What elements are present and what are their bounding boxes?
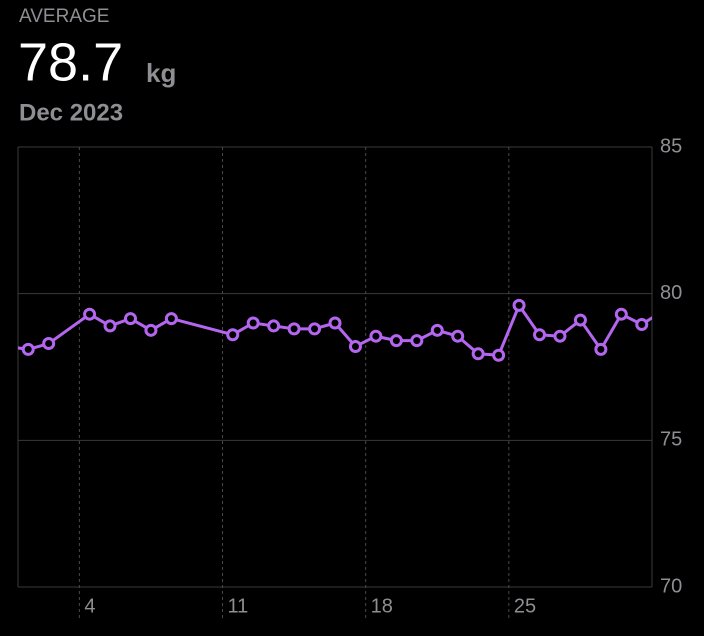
data-point xyxy=(451,329,465,343)
data-point xyxy=(103,319,117,333)
data-point xyxy=(21,342,35,356)
data-point xyxy=(164,312,178,326)
y-tick-label: 75 xyxy=(660,429,682,451)
data-point xyxy=(410,334,424,348)
data-point xyxy=(471,347,485,361)
summary-period: Dec 2023 xyxy=(19,99,123,126)
data-point xyxy=(553,329,567,343)
data-point xyxy=(635,317,649,331)
summary-label: AVERAGE xyxy=(19,6,109,27)
data-point xyxy=(573,313,587,327)
x-tick-label: 25 xyxy=(514,595,536,617)
summary-value: 78.7 xyxy=(18,32,123,92)
data-point xyxy=(328,316,342,330)
data-point xyxy=(287,322,301,336)
data-point xyxy=(123,312,137,326)
data-point xyxy=(308,322,322,336)
summary-unit: kg xyxy=(146,58,176,88)
data-point xyxy=(533,328,547,342)
data-point xyxy=(492,348,506,362)
data-point xyxy=(246,316,260,330)
plot-area xyxy=(18,298,652,362)
data-point xyxy=(144,323,158,337)
data-point xyxy=(614,307,628,321)
data-point xyxy=(430,323,444,337)
data-point xyxy=(369,329,383,343)
y-tick-label: 85 xyxy=(660,135,682,157)
data-point xyxy=(267,319,281,333)
data-point xyxy=(348,339,362,353)
x-tick-label: 18 xyxy=(371,595,393,617)
data-point xyxy=(83,307,97,321)
data-point xyxy=(594,342,608,356)
data-point xyxy=(512,298,526,312)
data-point xyxy=(42,337,56,351)
data-point xyxy=(226,328,240,342)
y-tick-label: 70 xyxy=(660,575,682,597)
y-tick-label: 80 xyxy=(660,282,682,304)
x-tick-label: 4 xyxy=(84,595,95,617)
data-point xyxy=(389,334,403,348)
x-tick-label: 11 xyxy=(228,595,249,617)
